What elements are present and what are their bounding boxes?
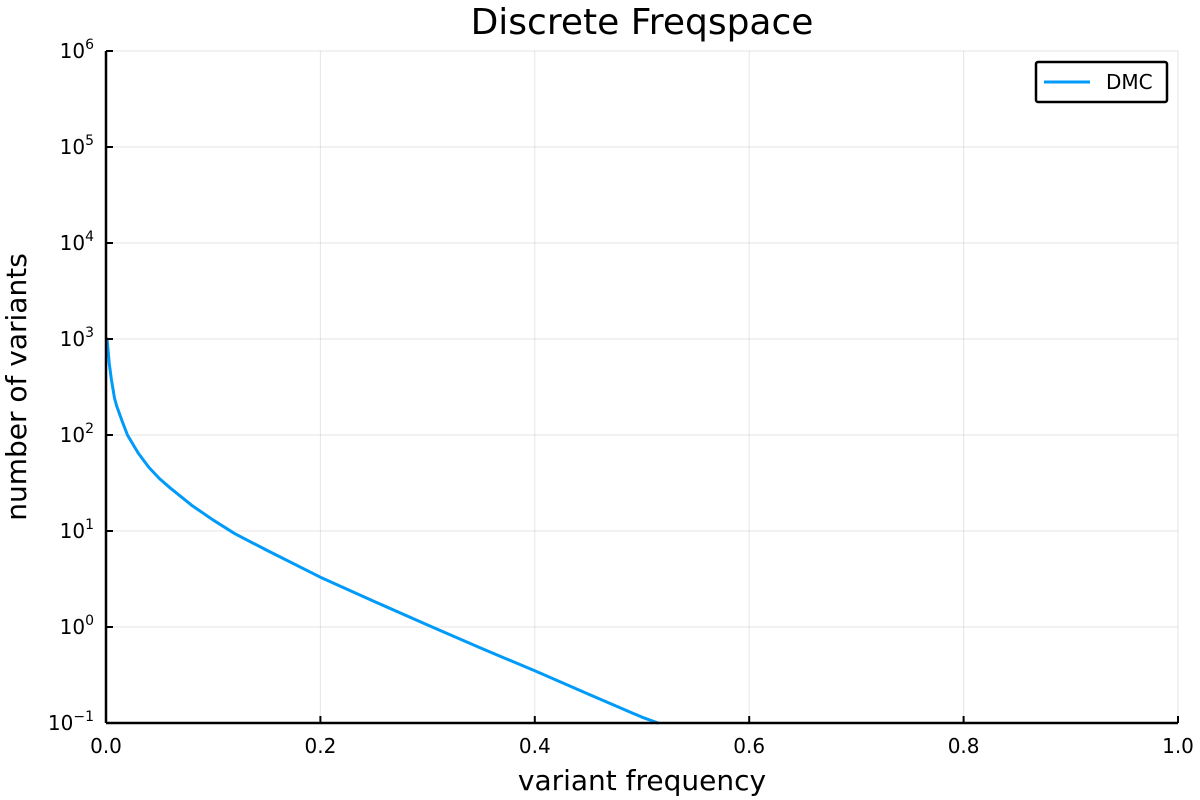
- x-tick-label: 0.8: [948, 734, 980, 758]
- x-tick-label: 0.4: [519, 734, 551, 758]
- y-tick-label: 101: [60, 517, 94, 543]
- tick-labels: 0.0 0.2 0.4 0.6 0.8 1.0 10−1 100 101 102 103 104 105…: [48, 37, 1194, 758]
- legend-label-dmc: DMC: [1106, 70, 1153, 94]
- y-tick-label: 105: [60, 133, 94, 159]
- y-axis-label: number of variants: [0, 253, 33, 521]
- chart-title: Discrete Freqspace: [471, 2, 814, 43]
- y-tick-label: 10−1: [48, 709, 94, 735]
- axes: [104, 50, 1179, 725]
- x-tick-label: 0.2: [304, 734, 336, 758]
- series-layer: [105, 337, 660, 725]
- y-tick-label: 106: [60, 37, 94, 63]
- series-line-dmc: [105, 337, 660, 725]
- y-tick-label: 104: [60, 229, 94, 255]
- x-axis-label: variant frequency: [518, 764, 766, 797]
- legend: DMC: [1034, 60, 1169, 104]
- y-tick-label: 100: [60, 613, 94, 639]
- x-tick-label: 1.0: [1162, 734, 1194, 758]
- y-tick-label: 103: [60, 325, 94, 351]
- grid-lines: [105, 50, 1179, 724]
- legend-box: [1034, 60, 1169, 104]
- x-tick-label: 0.6: [733, 734, 765, 758]
- x-tick-label: 0.0: [90, 734, 122, 758]
- y-tick-label: 102: [60, 421, 94, 447]
